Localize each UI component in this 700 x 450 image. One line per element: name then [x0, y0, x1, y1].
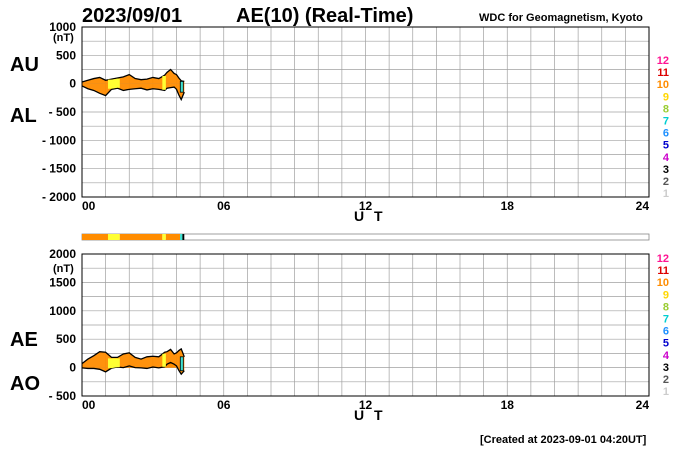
y-tick-label: 1000 [49, 304, 76, 318]
au-al-grid [82, 27, 649, 197]
au-al-unit-label: (nT) [53, 32, 74, 44]
x-tick-label: 00 [82, 398, 96, 412]
created-timestamp: [Created at 2023-09-01 04:20UT] [480, 434, 647, 446]
x-tick-label: 12 [359, 398, 373, 412]
station-bar-segment [165, 234, 181, 240]
au-al-fill [81, 68, 185, 102]
legend-item: 8 [663, 103, 669, 115]
station-bar-segment [182, 234, 185, 240]
ae-ao-unit-label: (nT) [53, 263, 74, 275]
legend-item: 4 [663, 152, 670, 164]
legend-item: 1 [663, 386, 669, 398]
ae-ao-y-ticks: 2000 1500 1000 500 0 - 500 [49, 247, 77, 403]
y-tick-label: 500 [56, 48, 76, 62]
x-tick-label: 24 [636, 199, 650, 213]
au-al-panel: 1000 500 0 - 500 - 1000 - 1500 - 2000 00 06 12 18… [10, 20, 650, 224]
latest-value-marker [179, 81, 184, 93]
legend-item: 5 [663, 140, 669, 152]
ae-ao-x-axis-label: U T [354, 407, 386, 423]
al-line [81, 85, 185, 102]
legend-item: 11 [657, 67, 669, 79]
x-tick-label: 06 [217, 398, 231, 412]
station-bar-segment [162, 234, 166, 240]
active-interval-highlight [162, 76, 166, 90]
legend-item: 6 [663, 326, 669, 338]
station-bar-segment [82, 234, 108, 240]
ae-area [82, 348, 185, 368]
ao-label: AO [10, 373, 40, 395]
au-al-frame [81, 26, 650, 198]
station-bar-segment [107, 234, 120, 240]
ae-ao-panel: 2000 1500 1000 500 0 - 500 00 06 12 18 24 (nT) U … [10, 247, 650, 423]
legend-item: 12 [657, 55, 669, 67]
ae-line [81, 347, 185, 365]
legend-item: 7 [663, 314, 669, 326]
ae-ao-frame [81, 253, 650, 397]
al-label: AL [10, 105, 37, 127]
legend-item: 6 [663, 128, 669, 140]
station-bar-segment [119, 234, 163, 240]
ae-ao-grid [82, 254, 649, 396]
y-tick-label: - 1000 [42, 133, 76, 147]
y-tick-label: - 2000 [42, 190, 76, 204]
x-tick-label: 18 [501, 199, 515, 213]
y-tick-label: 500 [56, 332, 76, 346]
y-tick-label: - 1500 [42, 162, 76, 176]
ao-line [81, 361, 185, 376]
au-line [81, 68, 185, 83]
y-tick-label: 0 [69, 361, 76, 375]
au-al-y-ticks: 1000 500 0 - 500 - 1000 - 1500 - 2000 [42, 20, 76, 204]
x-tick-label: 12 [359, 199, 373, 213]
legend-item: 3 [663, 362, 669, 374]
station-bar-segment [180, 234, 183, 240]
legend-item: 9 [663, 91, 669, 103]
legend-item: 1 [663, 188, 669, 200]
al-area [82, 83, 185, 100]
y-tick-label: 1500 [49, 275, 76, 289]
ae-ao-x-ticks: 00 06 12 18 24 [82, 398, 649, 412]
legend-item: 2 [663, 176, 669, 188]
legend-item: 3 [663, 164, 669, 176]
x-tick-label: 18 [501, 398, 515, 412]
au-al-x-ticks: 00 06 12 18 24 [82, 199, 649, 213]
y-tick-label: 0 [69, 77, 76, 91]
ae-label: AE [10, 329, 38, 351]
ao-area [82, 362, 185, 375]
y-tick-label: - 500 [49, 105, 77, 119]
active-interval-highlight [107, 358, 120, 369]
active-interval-highlight [107, 78, 120, 89]
source-label: WDC for Geomagnetism, Kyoto [479, 12, 643, 24]
ae-ao-fill [81, 347, 185, 376]
au-al-x-axis-label: U T [354, 208, 386, 224]
date-label: 2023/09/01 [82, 5, 182, 27]
x-tick-label: 06 [217, 199, 231, 213]
y-tick-label: - 500 [49, 389, 77, 403]
legend-item: 7 [663, 116, 669, 128]
legend-item: 12 [657, 253, 669, 265]
legend-item: 5 [663, 338, 669, 350]
legend-item: 8 [663, 301, 669, 313]
au-label: AU [10, 54, 39, 76]
legend-item: 10 [657, 277, 669, 289]
station-status-bar [81, 233, 650, 241]
legend-item: 10 [657, 79, 669, 91]
y-tick-label: 2000 [49, 247, 76, 261]
legend-item: 2 [663, 374, 669, 386]
x-tick-label: 00 [82, 199, 96, 213]
x-tick-label: 24 [636, 398, 650, 412]
y-tick-label: 1000 [49, 20, 76, 34]
legend-item: 11 [657, 265, 669, 277]
legend-item: 9 [663, 289, 669, 301]
chart-title: AE(10) (Real-Time) [236, 5, 413, 27]
legend-item: 4 [663, 350, 670, 362]
active-interval-highlight [162, 353, 166, 367]
latest-value-marker [179, 356, 184, 372]
